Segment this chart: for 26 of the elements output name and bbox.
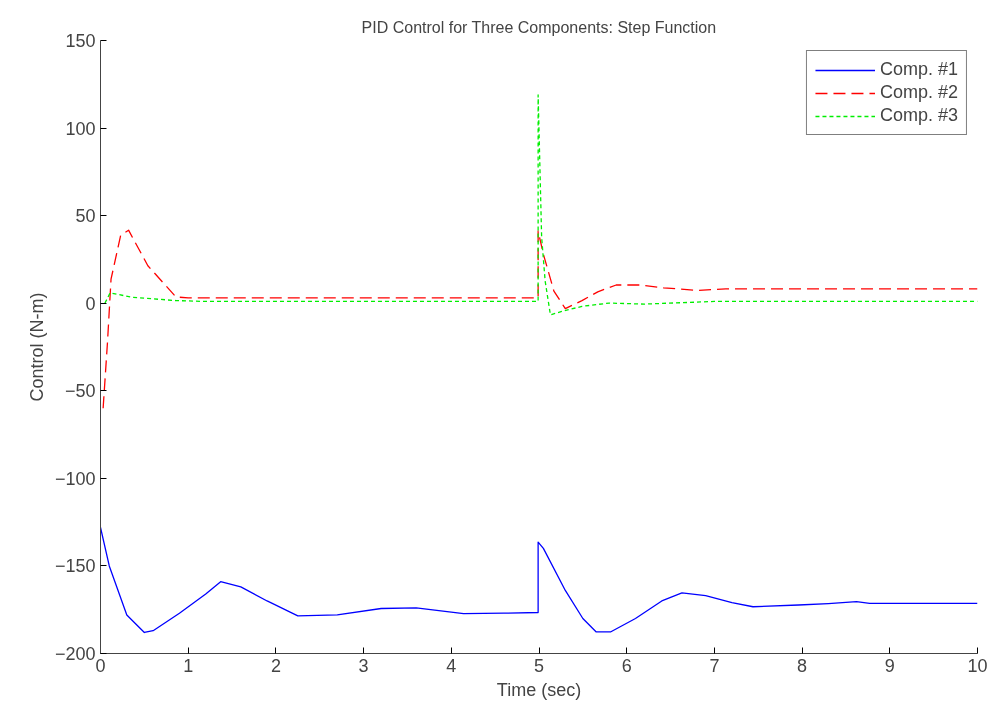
- x-axis-title: Time (sec): [496, 679, 582, 700]
- line-series: [100, 526, 978, 634]
- y-tick-label: 50: [75, 206, 96, 227]
- legend-label: Comp. #3: [879, 105, 958, 126]
- x-tick-label: 3: [358, 655, 369, 676]
- x-tick-label: 9: [884, 655, 895, 676]
- y-tick-label: −50: [64, 381, 96, 402]
- y-tick-label: −200: [54, 644, 96, 664]
- y-tick-label: 0: [85, 293, 96, 314]
- x-tick-label: 4: [446, 655, 457, 676]
- x-tick-label: 10: [967, 655, 988, 676]
- x-tick-label: 6: [621, 655, 632, 676]
- chart-title: PID Control for Three Components: Step Function: [361, 18, 717, 36]
- y-tick-label: 100: [65, 118, 96, 139]
- x-tick-label: 8: [797, 655, 808, 676]
- y-axis-title: Control (N-m): [26, 292, 47, 402]
- x-tick-label: 7: [709, 655, 720, 676]
- x-tick-label: 2: [270, 655, 281, 676]
- x-tick-label: 1: [183, 655, 194, 676]
- y-tick-label: −150: [54, 556, 96, 577]
- line-series: [102, 229, 978, 409]
- y-tick-label: 150: [65, 31, 96, 51]
- legend-label: Comp. #2: [879, 82, 958, 103]
- x-tick-label: 5: [533, 655, 545, 676]
- y-tick-label: −100: [54, 468, 96, 489]
- legend-label: Comp. #1: [879, 59, 958, 80]
